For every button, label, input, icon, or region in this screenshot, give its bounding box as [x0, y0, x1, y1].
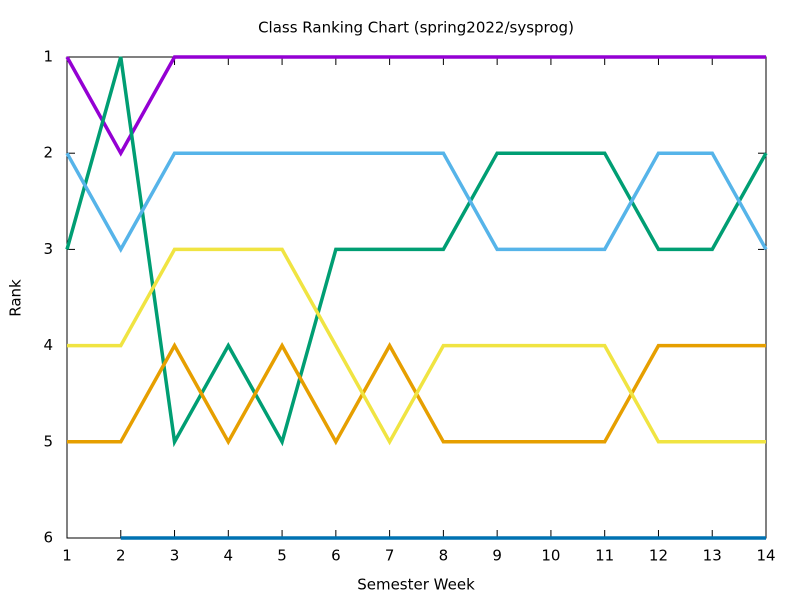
series-line [65, 151, 768, 253]
x-tick-label: 3 [170, 547, 180, 565]
y-tick-label: 6 [43, 529, 53, 547]
x-tick-label: 4 [224, 547, 234, 565]
y-tick-label: 1 [43, 48, 53, 66]
y-tick-label: 4 [43, 336, 53, 354]
x-axis-label: Semester Week [357, 576, 475, 594]
x-tick-label: 9 [492, 547, 502, 565]
plot-border [66, 56, 767, 539]
y-axis-label: Rank [7, 279, 25, 317]
y-tick-label: 3 [43, 240, 53, 258]
y-tick-label: 2 [43, 144, 53, 162]
x-tick-label: 7 [385, 547, 395, 565]
x-tick-label: 6 [331, 547, 341, 565]
x-tick-label: 14 [756, 547, 775, 565]
x-tick-label: 10 [541, 547, 560, 565]
x-tick-label: 1 [62, 547, 72, 565]
series-line [67, 247, 766, 446]
x-tick-label: 2 [116, 547, 126, 565]
series-line [65, 56, 768, 448]
x-tick-label: 13 [703, 547, 722, 565]
y-tick-label: 5 [43, 432, 53, 450]
x-tick-label: 5 [277, 547, 287, 565]
series-line [65, 55, 766, 157]
chart-title: Class Ranking Chart (spring2022/sysprog) [258, 19, 574, 37]
x-tick-label: 8 [439, 547, 449, 565]
x-tick-label: 12 [649, 547, 668, 565]
x-tick-label: 11 [595, 547, 614, 565]
